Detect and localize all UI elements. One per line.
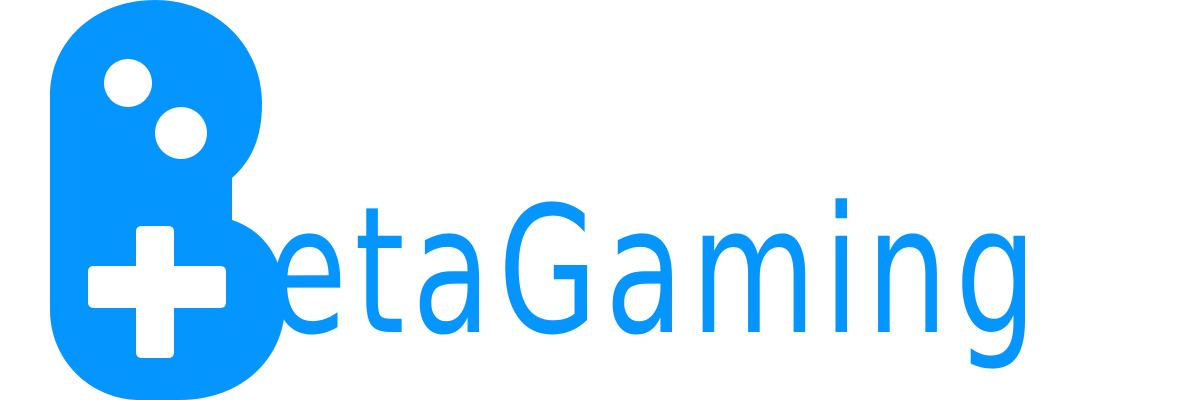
gamepad-button-top	[104, 59, 152, 107]
brand-wordmark: etaGaming	[268, 169, 1044, 374]
gamepad-button-bottom	[155, 107, 207, 159]
gamepad-dpad	[88, 226, 226, 358]
